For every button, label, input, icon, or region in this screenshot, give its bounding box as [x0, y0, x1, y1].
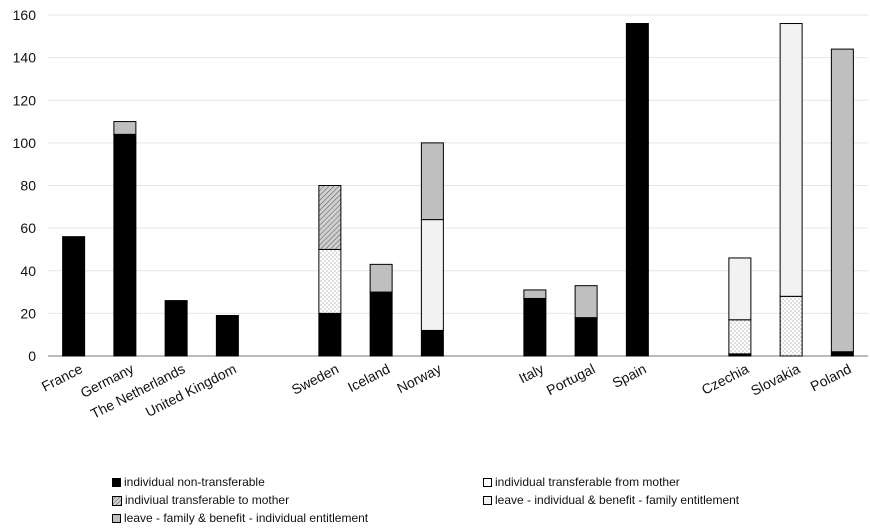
legend-item-3: indiviual transferable to mother: [112, 493, 289, 508]
legend-swatch-4: [483, 496, 492, 505]
bar-segment-5: [113, 121, 137, 135]
y-tick-label: 20: [20, 305, 36, 321]
bar-segment-4: [728, 257, 752, 321]
bar-segment-2: [318, 248, 342, 314]
legend-item-4: leave - individual & benefit - family en…: [483, 493, 739, 508]
bar-segment-5: [830, 48, 854, 353]
bar-segment-4: [420, 219, 444, 331]
legend-label-1: individual non-transferable: [124, 475, 265, 489]
legend-item-1: individual non-transferable: [112, 475, 265, 490]
x-tick-label: Spain: [610, 360, 649, 391]
legend-label-5: leave - family & benefit - individual en…: [124, 511, 369, 525]
bar-segment-5: [574, 285, 598, 319]
x-tick-label: Slovakia: [748, 360, 803, 398]
bar-segment-1: [164, 300, 188, 357]
y-tick-label: 120: [13, 92, 37, 108]
bar-segment-5: [523, 289, 547, 299]
bar-segment-1: [625, 23, 649, 357]
x-tick-label: Italy: [516, 360, 546, 386]
y-tick-label: 40: [20, 263, 36, 279]
legend-item-5: leave - family & benefit - individual en…: [112, 511, 368, 526]
bar-segment-1: [574, 317, 598, 357]
legend-label-4: leave - individual & benefit - family en…: [495, 493, 740, 507]
bar-segment-5: [420, 142, 444, 221]
y-tick-label: 140: [13, 50, 37, 66]
y-tick-label: 160: [13, 7, 37, 23]
x-tick-label: Iceland: [345, 360, 392, 395]
y-tick-label: 0: [28, 348, 36, 364]
legend-swatch-3: [112, 495, 122, 506]
x-tick-label: Sweden: [289, 360, 341, 397]
bar-segment-5: [369, 263, 393, 293]
bar-segment-1: [62, 236, 86, 357]
x-tick-label: United Kingdom: [143, 360, 239, 419]
bar-segment-1: [420, 329, 444, 357]
bar-segment-4: [779, 23, 803, 297]
y-tick-label: 60: [20, 220, 36, 236]
x-tick-label: Norway: [394, 360, 444, 396]
bar-segment-3: [318, 185, 342, 250]
bar-segment-2: [728, 319, 752, 355]
legend-swatch-1: [112, 478, 121, 487]
bar-segment-1: [215, 315, 239, 357]
bar-segment-1: [318, 312, 342, 357]
bar-segment-1: [830, 351, 854, 357]
x-tick-label: Portugal: [544, 360, 598, 398]
legend-swatch-5: [112, 514, 121, 523]
bar-segment-1: [113, 133, 137, 357]
legend-swatch-2: [483, 478, 492, 487]
bar-segment-1: [369, 291, 393, 357]
legend-item-2: individual transferable from mother: [483, 475, 680, 490]
x-tick-label: Czechia: [699, 360, 752, 397]
legend-label-2: individual transferable from mother: [495, 475, 680, 489]
legend-label-3: indiviual transferable to mother: [125, 493, 290, 507]
y-tick-label: 80: [20, 178, 36, 194]
bar-segment-2: [779, 295, 803, 357]
x-tick-label: Poland: [808, 360, 854, 394]
bar-segment-1: [523, 297, 547, 357]
y-tick-label: 100: [13, 135, 37, 151]
